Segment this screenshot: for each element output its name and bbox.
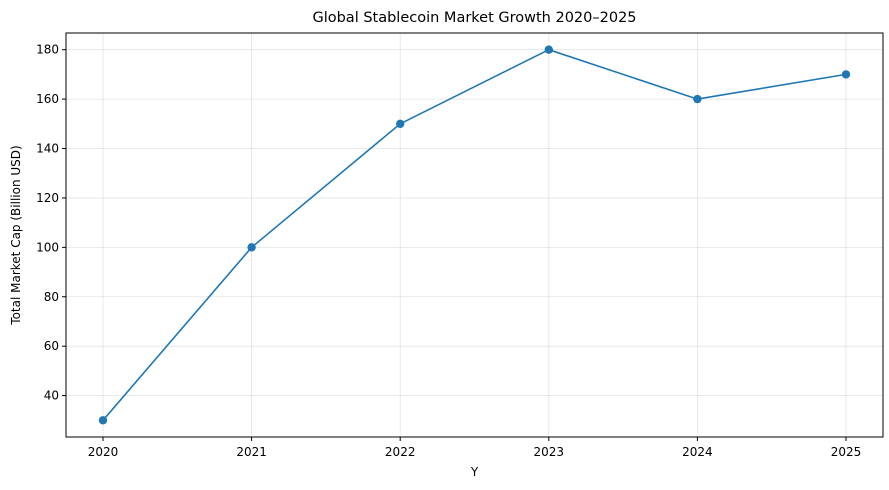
y-tick-label: 160: [36, 92, 59, 106]
y-tick-label: 180: [36, 43, 59, 57]
y-tick-label: 60: [44, 339, 59, 353]
data-point-marker: [693, 94, 702, 104]
y-axis-ticks: 40 60 80 100 120 140 160 180: [36, 43, 66, 403]
x-tick-label: 2024: [682, 445, 713, 459]
plot-area-frame: [65, 32, 884, 438]
data-point-marker: [396, 119, 405, 129]
data-point-marker: [544, 45, 553, 54]
y-tick-label: 40: [44, 389, 59, 403]
data-point-marker: [247, 243, 256, 252]
y-tick-label: 100: [36, 240, 59, 254]
series-line: [102, 48, 847, 421]
y-axis-label: Total Market Cap (Billion USD): [9, 145, 23, 325]
x-tick-label: 2023: [534, 445, 565, 459]
x-tick-label: 2022: [385, 445, 416, 459]
y-tick-label: 120: [36, 191, 59, 205]
y-tick-label: 80: [44, 290, 59, 304]
x-tick-label: 2025: [831, 445, 862, 459]
grid-layer: [66, 33, 883, 437]
x-axis-label: Y: [470, 465, 479, 479]
x-axis-ticks: 2020 2021 2022 2023 2024 2025: [88, 437, 862, 459]
x-tick-label: 2021: [236, 445, 267, 459]
y-tick-label: 140: [36, 142, 59, 156]
data-point-marker: [98, 416, 108, 425]
series-layer: [98, 45, 851, 425]
x-tick-label: 2020: [88, 445, 119, 459]
chart-title: Global Stablecoin Market Growth 2020–202…: [312, 10, 636, 26]
data-point-marker: [841, 70, 851, 79]
